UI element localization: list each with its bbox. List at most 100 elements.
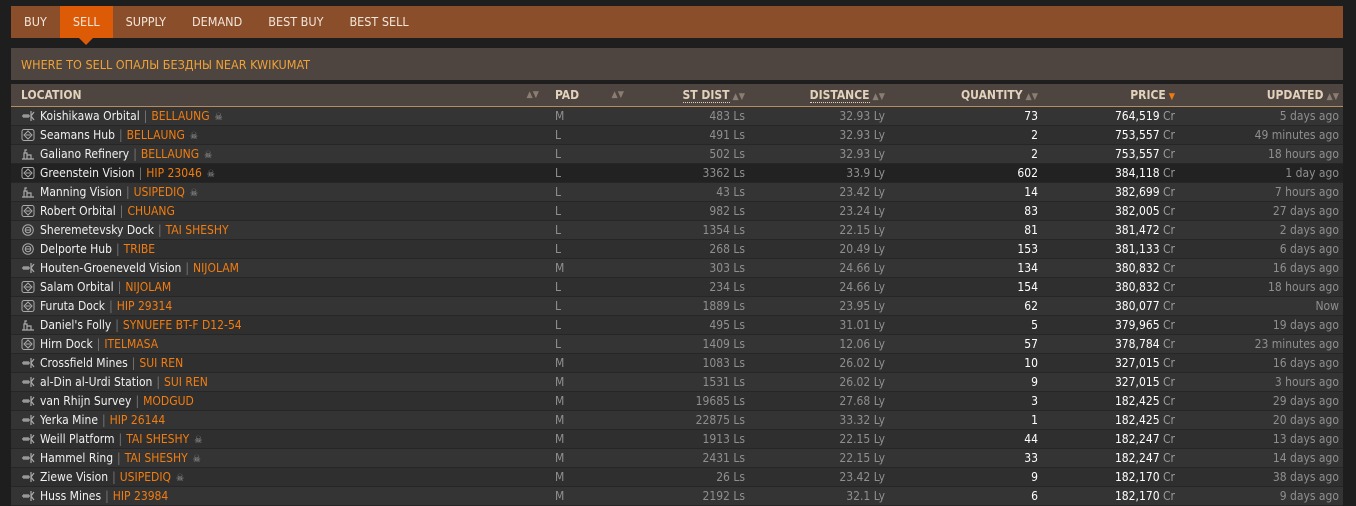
price-value: 753,557 [1114, 128, 1160, 142]
station-link[interactable]: Hirn Dock [40, 337, 93, 351]
system-link[interactable]: HIP 29314 [116, 299, 173, 313]
skull-icon: ☠ [206, 169, 215, 180]
station-link[interactable]: Greenstein Vision [40, 166, 135, 180]
table-row[interactable]: Hirn Dock | ITELMASA L 1409 Ls 12.06 Ly 57 378,… [11, 335, 1343, 354]
system-link[interactable]: TAI SHESHY [165, 223, 229, 237]
system-link[interactable]: TRIBE [123, 242, 156, 256]
pad-cell: M [555, 489, 565, 503]
tab-sell[interactable]: SELL [59, 6, 113, 45]
system-link[interactable]: SUI REN [164, 375, 208, 389]
sort-icon: ▲▼ [872, 92, 885, 102]
price-cell: 380,077 Cr [1048, 297, 1185, 315]
table-row[interactable]: Yerka Mine | HIP 26144 M 22875 Ls 33.32 Ly 1 18… [11, 411, 1343, 430]
separator: | [115, 318, 119, 332]
station-link[interactable]: Manning Vision [40, 185, 122, 199]
station-link[interactable]: Houten-Groeneveld Vision [40, 261, 182, 275]
station-link[interactable]: Daniel's Folly [40, 318, 112, 332]
separator: | [101, 413, 106, 427]
station-link[interactable]: van Rhijn Survey [40, 394, 132, 408]
st-dist-cell: 2431 Ls [702, 451, 745, 465]
table-row[interactable]: Daniel's Folly | SYNUEFE BT-F D12-54 L 495 L… [11, 316, 1343, 335]
table-row[interactable]: van Rhijn Survey | MODGUD M 19685 Ls 27.68 Ly… [11, 392, 1343, 411]
updated-cell: 13 days ago [1272, 432, 1339, 446]
tab-buy[interactable]: BUY [24, 14, 47, 29]
table-row[interactable]: Manning Vision | USIPEDIQ ☠ L 43 Ls 23.42 Ly 14… [11, 183, 1343, 202]
column-label: QUANTITY [961, 88, 1023, 102]
system-link[interactable]: TAI SHESHY [126, 432, 190, 446]
station-link[interactable]: Delporte Hub [40, 242, 112, 256]
price-value: 182,247 [1114, 432, 1160, 446]
system-link[interactable]: TAI SHESHY [124, 451, 188, 465]
table-row[interactable]: Seamans Hub | BELLAUNG ☠ L 491 Ls 32.93 Ly 2 753… [11, 126, 1343, 145]
separator: | [115, 242, 120, 256]
system-link[interactable]: SUI REN [139, 356, 184, 370]
system-link[interactable]: NIJOLAM [125, 280, 172, 294]
column-header-st-dist[interactable]: ST DIST ▲▼ [630, 84, 755, 106]
st-dist-cell: 303 Ls [709, 261, 745, 275]
tab-demand[interactable]: DEMAND [192, 14, 243, 29]
system-link[interactable]: CHUANG [127, 204, 175, 218]
table-row[interactable]: Sheremetevsky Dock | TAI SHESHY L 1354 Ls 22.… [11, 221, 1343, 240]
station-link[interactable]: Crossfield Mines [40, 356, 128, 370]
system-link[interactable]: ITELMASA [104, 337, 159, 351]
system-link[interactable]: USIPEDIQ [133, 185, 185, 199]
station-link[interactable]: Hammel Ring [40, 451, 114, 465]
table-row[interactable]: Furuta Dock | HIP 29314 L 1889 Ls 23.95 Ly 62 3… [11, 297, 1343, 316]
station-link[interactable]: Koishikawa Orbital [40, 109, 140, 123]
station-link[interactable]: Yerka Mine [40, 413, 98, 427]
column-header-updated[interactable]: UPDATED ▲▼ [1185, 84, 1343, 106]
table-row[interactable]: Hammel Ring | TAI SHESHY ☠ M 2431 Ls 22.15 Ly 3… [11, 449, 1343, 468]
st-dist-cell: 1531 Ls [702, 375, 745, 389]
table-row[interactable]: Weill Platform | TAI SHESHY ☠ M 1913 Ls 22.15 … [11, 430, 1343, 449]
location-cell: Koishikawa Orbital | BELLAUNG ☠ [11, 107, 545, 125]
tab-best-sell[interactable]: BEST SELL [349, 14, 409, 29]
system-link[interactable]: BELLAUNG [140, 147, 200, 161]
system-link[interactable]: BELLAUNG [151, 109, 210, 123]
table-row[interactable]: Salam Orbital | NIJOLAM L 234 Ls 24.66 Ly 154 3… [11, 278, 1343, 297]
system-link[interactable]: NIJOLAM [193, 261, 239, 275]
column-header-distance[interactable]: DISTANCE ▲▼ [755, 84, 895, 106]
price-unit: Cr [1163, 299, 1175, 313]
quantity-cell: 9 [1031, 470, 1038, 484]
table-row[interactable]: Houten-Groeneveld Vision | NIJOLAM M 303 Ls 2… [11, 259, 1343, 278]
table-row[interactable]: Robert Orbital | CHUANG L 982 Ls 23.24 Ly 83 38… [11, 202, 1343, 221]
column-header-location[interactable]: LOCATION ▲▼ [11, 84, 545, 106]
station-link[interactable]: Salam Orbital [40, 280, 114, 294]
column-header-price[interactable]: PRICE ▼ [1048, 84, 1185, 106]
table-row[interactable]: Delporte Hub | TRIBE L 268 Ls 20.49 Ly 153 381,… [11, 240, 1343, 259]
tab-best-buy[interactable]: BEST BUY [268, 14, 324, 29]
system-link[interactable]: HIP 26144 [109, 413, 166, 427]
table-row[interactable]: Koishikawa Orbital | BELLAUNG ☠ M 483 Ls 32.93… [11, 107, 1343, 126]
station-link[interactable]: Seamans Hub [40, 128, 115, 142]
price-value: 380,832 [1114, 280, 1160, 294]
updated-cell: 1 day ago [1285, 166, 1339, 180]
table-row[interactable]: Huss Mines | HIP 23984 M 2192 Ls 32.1 Ly 6 182,… [11, 487, 1343, 506]
st-dist-cell: 234 Ls [709, 280, 745, 294]
system-link[interactable]: HIP 23984 [112, 489, 169, 503]
table-row[interactable]: Ziewe Vision | USIPEDIQ ☠ M 26 Ls 23.42 Ly 9 182… [11, 468, 1343, 487]
table-row[interactable]: al-Din al-Urdi Station | SUI REN M 1531 Ls 26… [11, 373, 1343, 392]
system-link[interactable]: USIPEDIQ [119, 470, 172, 484]
location-cell: Yerka Mine | HIP 26144 [11, 411, 545, 429]
station-link[interactable]: Galiano Refinery [40, 147, 130, 161]
price-cell: 380,832 Cr [1048, 278, 1185, 296]
column-header-quantity[interactable]: QUANTITY ▲▼ [895, 84, 1048, 106]
station-link[interactable]: Weill Platform [40, 432, 115, 446]
system-link[interactable]: MODGUD [143, 394, 194, 408]
table-row[interactable]: Greenstein Vision | HIP 23046 ☠ L 3362 Ls 33.9… [11, 164, 1343, 183]
station-link[interactable]: al-Din al-Urdi Station [40, 375, 153, 389]
system-link[interactable]: BELLAUNG [126, 128, 185, 142]
price-cell: 182,247 Cr [1048, 430, 1185, 448]
station-link[interactable]: Robert Orbital [40, 204, 116, 218]
system-link[interactable]: HIP 23046 [146, 166, 202, 180]
station-link[interactable]: Huss Mines [40, 489, 102, 503]
station-link[interactable]: Ziewe Vision [40, 470, 109, 484]
station-link[interactable]: Sheremetevsky Dock [40, 223, 154, 237]
system-link[interactable]: SYNUEFE BT-F D12-54 [122, 318, 242, 332]
tab-supply[interactable]: SUPPLY [125, 14, 167, 29]
table-row[interactable]: Crossfield Mines | SUI REN M 1083 Ls 26.02 Ly… [11, 354, 1343, 373]
st-dist-cell: 19685 Ls [695, 394, 745, 408]
column-header-pad[interactable]: PAD ▲▼ [545, 84, 630, 106]
table-row[interactable]: Galiano Refinery | BELLAUNG ☠ L 502 Ls 32.93 L… [11, 145, 1343, 164]
station-link[interactable]: Furuta Dock [40, 299, 106, 313]
